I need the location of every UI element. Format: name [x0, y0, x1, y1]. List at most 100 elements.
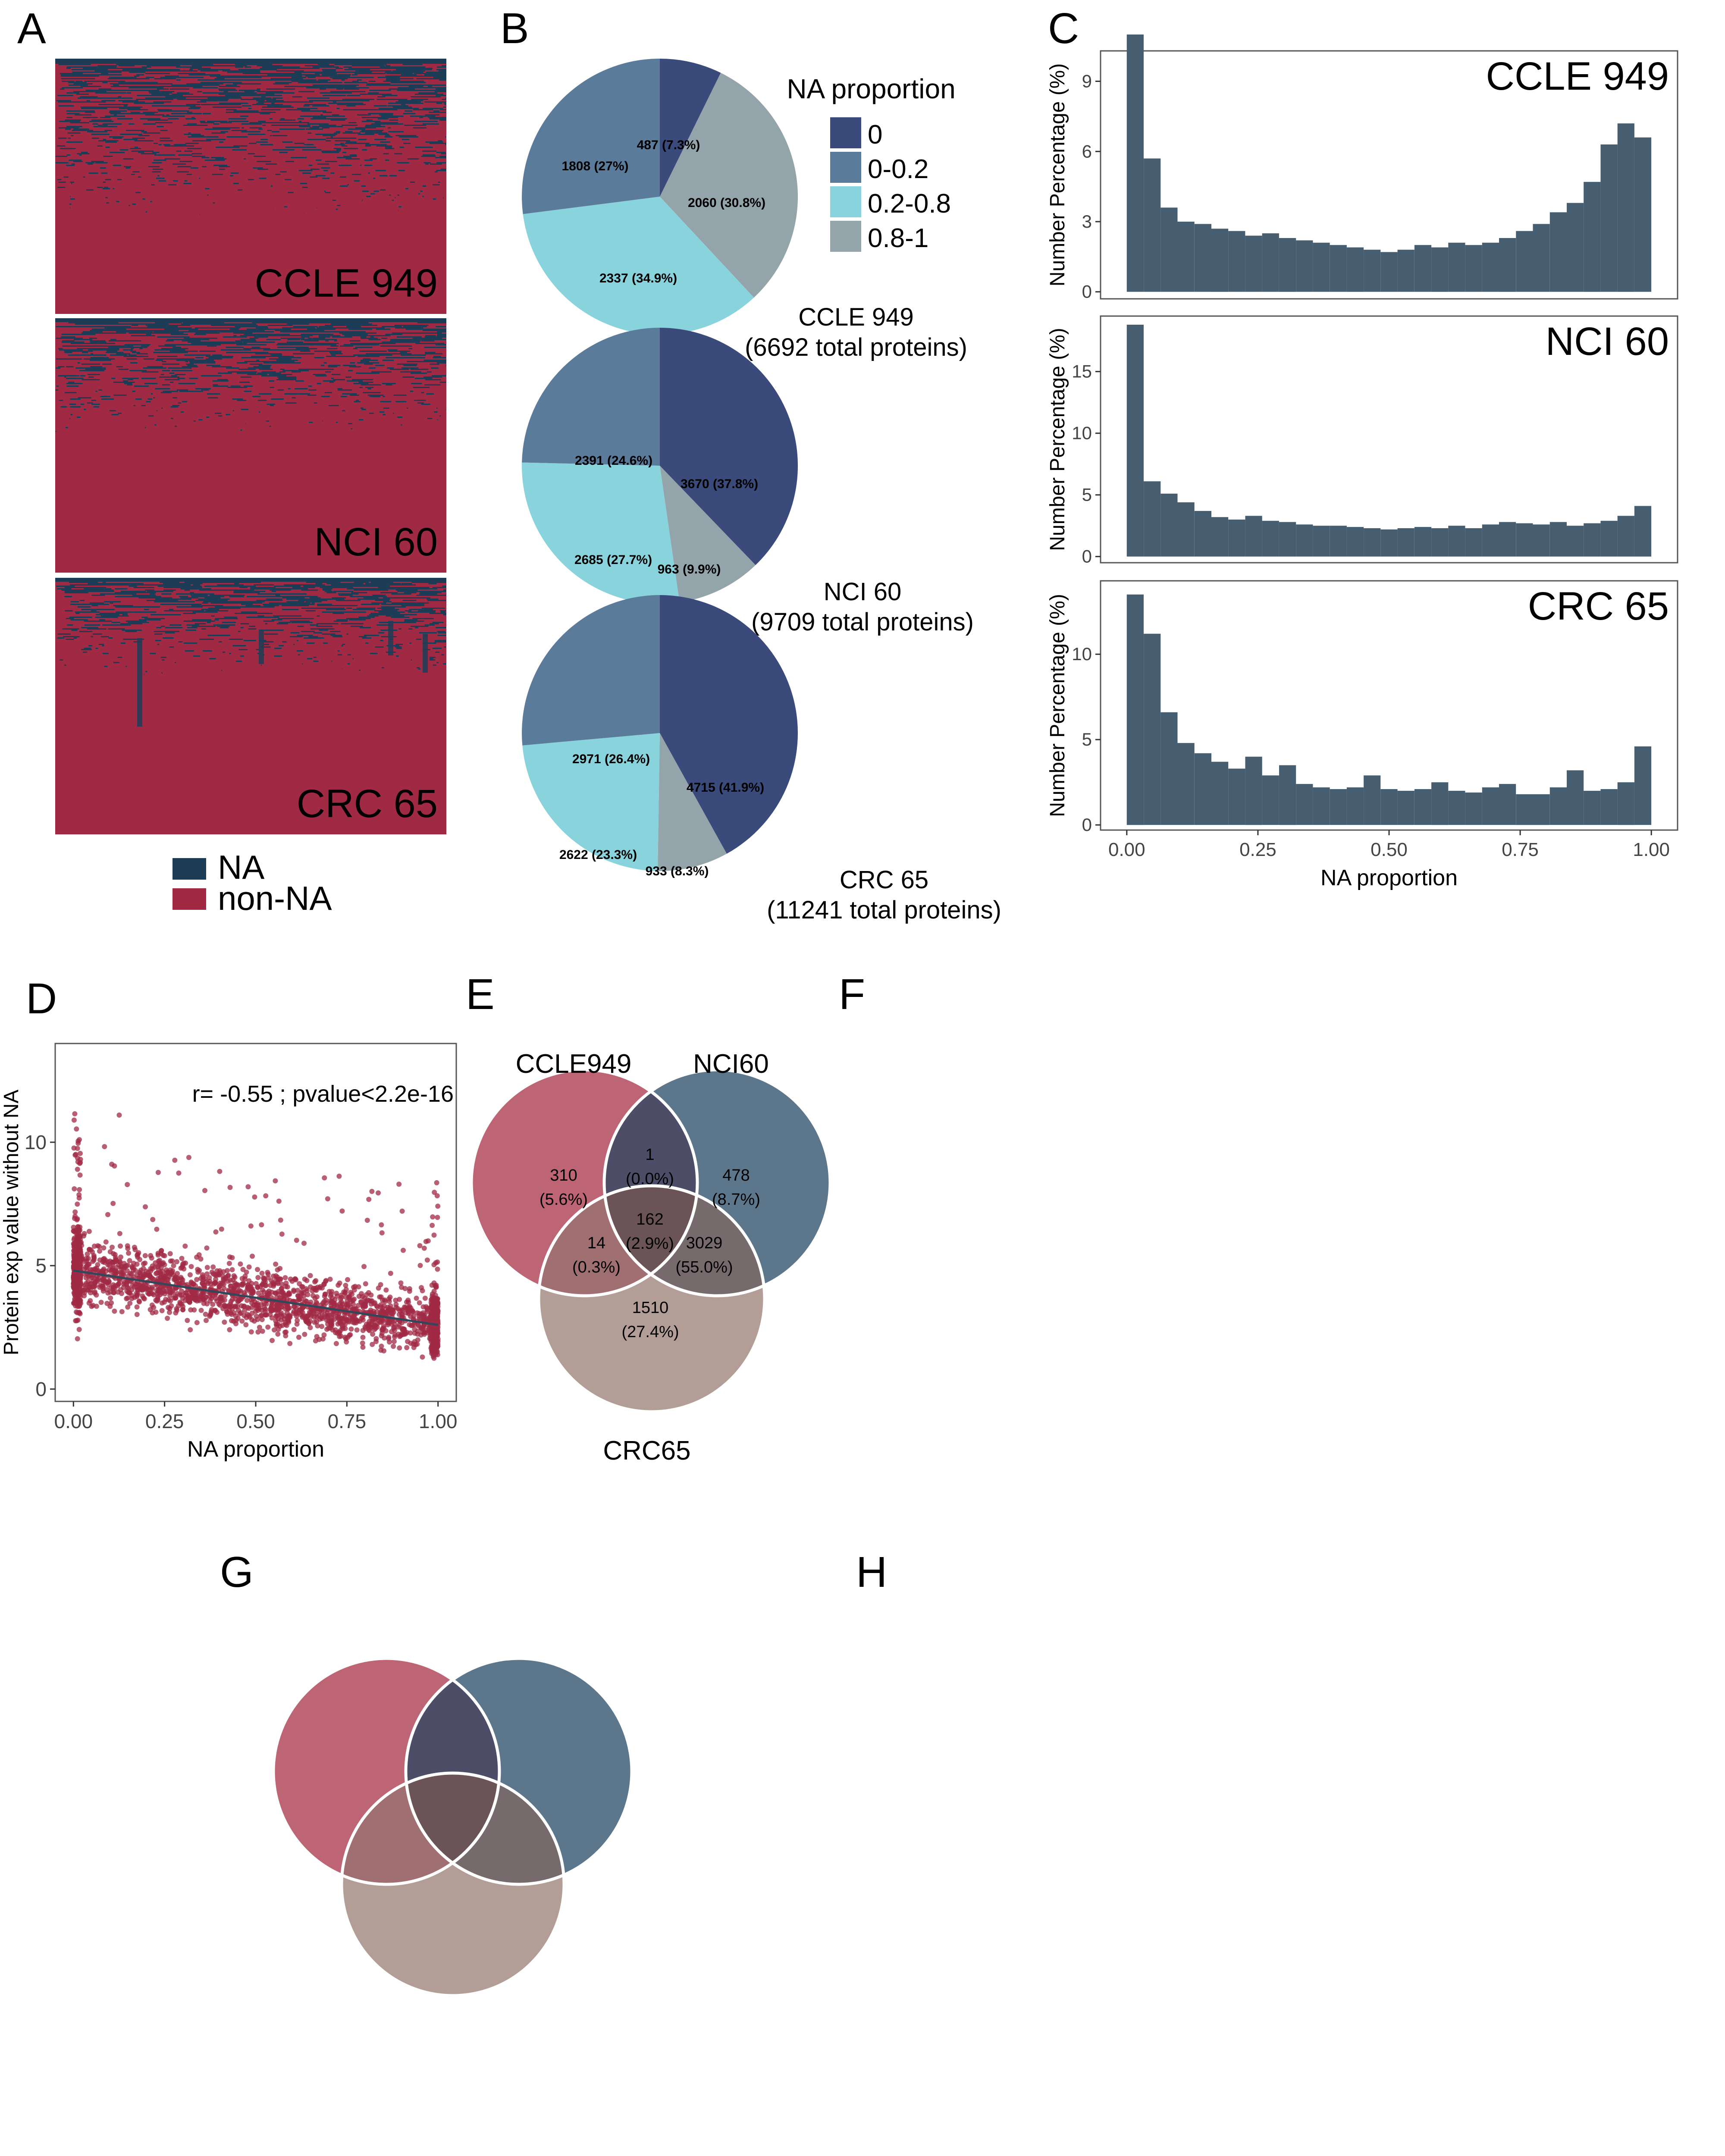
- heatmap-cell: [321, 118, 347, 119]
- heatmap-cell: [66, 154, 71, 156]
- heatmap-cell: [105, 116, 125, 117]
- heatmap-cell: [130, 148, 140, 149]
- heatmap-cell: [436, 335, 446, 336]
- heatmap-cell: [182, 322, 215, 323]
- heatmap-cell: [347, 654, 351, 655]
- scatter-point: [270, 1338, 275, 1343]
- heatmap-cell: [81, 609, 94, 610]
- heatmap-cell: [120, 623, 143, 624]
- heatmap-cell: [116, 611, 133, 613]
- slice-label: 2971 (26.4%): [572, 752, 650, 766]
- y-axis-label: Number Percentage (%): [1046, 63, 1069, 287]
- histogram-bar: [1414, 789, 1432, 825]
- heatmap-cell: [405, 342, 420, 343]
- heatmap-cell: [350, 334, 356, 335]
- heatmap-cell: [188, 342, 199, 343]
- heatmap-cell: [55, 389, 58, 391]
- histogram-bar: [1499, 522, 1516, 557]
- heatmap-cell: [331, 378, 334, 379]
- histogram-bar: [1279, 238, 1296, 292]
- heatmap-cell: [211, 331, 242, 332]
- heatmap-cell: [397, 162, 409, 163]
- heatmap-cell: [235, 64, 266, 65]
- heatmap-row: [55, 579, 446, 580]
- heatmap-cell: [208, 397, 218, 398]
- heatmap-cell: [248, 108, 252, 109]
- histogram-bar: [1414, 527, 1432, 557]
- heatmap-cell: [443, 103, 446, 104]
- heatmap-cell: [95, 391, 97, 392]
- heatmap-cell: [368, 172, 370, 174]
- heatmap-cell: [297, 635, 313, 636]
- heatmap-cell: [360, 72, 372, 73]
- heatmap-cell: [118, 615, 126, 617]
- histogram-bar: [1431, 528, 1449, 557]
- heatmap-cell: [110, 113, 137, 114]
- heatmap-cell: [371, 123, 395, 125]
- heatmap-cell: [365, 145, 371, 147]
- heatmap-cell: [336, 619, 348, 620]
- heatmap-cell: [405, 78, 411, 79]
- heatmap-cell: [271, 619, 282, 620]
- heatmap-cell: [244, 391, 252, 392]
- heatmap-cell: [350, 626, 363, 627]
- heatmap-cell: [213, 165, 227, 166]
- heatmap-cell: [147, 332, 174, 334]
- heatmap-cell: [85, 90, 104, 91]
- heatmap-cell: [309, 100, 331, 101]
- heatmap-cell: [157, 356, 172, 357]
- heatmap-cell: [308, 636, 318, 637]
- heatmap-cell: [58, 64, 91, 65]
- scatter-point: [407, 1286, 412, 1291]
- heatmap-cell: [129, 205, 130, 206]
- histogram-bar: [1567, 203, 1584, 292]
- heatmap-cell: [343, 148, 358, 149]
- scatter-point: [188, 1327, 193, 1332]
- heatmap-cell: [329, 631, 341, 632]
- heatmap-cell: [273, 149, 280, 150]
- heatmap-cell: [188, 74, 220, 75]
- heatmap-cell: [253, 167, 263, 169]
- heatmap-cell: [233, 332, 253, 334]
- heatmap-cell: [145, 114, 165, 116]
- scatter-point: [251, 1302, 257, 1308]
- heatmap-cell: [304, 637, 314, 639]
- heatmap-cell: [240, 627, 244, 628]
- heatmap-cell: [122, 326, 131, 327]
- heatmap-cell: [214, 619, 219, 620]
- heatmap-cell: [178, 331, 212, 332]
- heatmap-cell: [76, 83, 92, 85]
- y-tick-label: 5: [1082, 729, 1092, 749]
- histogram-bar: [1567, 770, 1584, 825]
- heatmap-cell: [174, 325, 190, 326]
- histogram-bar: [1397, 790, 1414, 825]
- heatmap-cell: [157, 109, 172, 110]
- scatter-point: [121, 1261, 127, 1266]
- heatmap-cell: [441, 654, 444, 655]
- heatmap-cell: [234, 583, 239, 584]
- heatmap-cell: [178, 383, 195, 384]
- heatmap-cell: [111, 354, 128, 356]
- heatmap-cell: [310, 624, 318, 626]
- pie-slice: [660, 59, 721, 197]
- heatmap-row: [55, 580, 446, 582]
- heatmap-cell: [344, 335, 380, 336]
- heatmap-cell: [243, 348, 267, 349]
- heatmap-cell: [295, 388, 308, 389]
- heatmap-cell: [190, 68, 200, 69]
- heatmap-cell: [361, 604, 380, 605]
- heatmap-cell: [319, 125, 336, 126]
- heatmap-cell: [373, 191, 379, 192]
- heatmap-cell: [97, 187, 103, 188]
- heatmap-cell: [70, 619, 88, 620]
- heatmap-cell: [113, 395, 127, 396]
- heatmap-cell: [127, 384, 132, 385]
- scatter-point: [168, 1298, 173, 1304]
- heatmap-cell: [213, 325, 235, 326]
- heatmap-cell: [216, 147, 227, 148]
- heatmap-cell: [78, 110, 95, 112]
- heatmap-cell: [428, 90, 446, 91]
- scatter-point: [274, 1323, 279, 1329]
- histogram-bar: [1279, 522, 1296, 557]
- heatmap-cell: [248, 153, 255, 154]
